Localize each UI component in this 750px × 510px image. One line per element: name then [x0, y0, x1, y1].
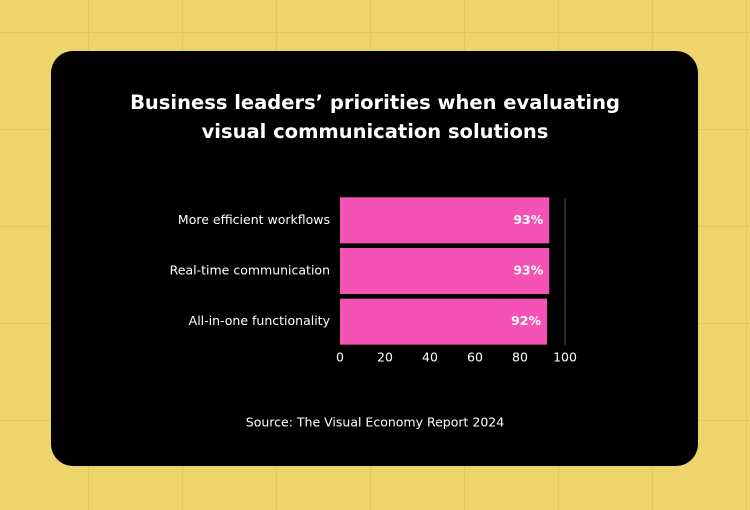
x-tick-label: 60: [467, 350, 483, 365]
value-label: 93%: [513, 263, 543, 278]
bar: [340, 197, 550, 244]
chart-title: Business leaders’ priorities when evalua…: [130, 91, 620, 143]
x-tick-label: 0: [336, 350, 344, 365]
value-label: 92%: [511, 313, 541, 328]
x-tick-label: 40: [422, 350, 438, 365]
value-label: 93%: [513, 212, 543, 227]
x-tick-label: 80: [512, 350, 528, 365]
x-tick-label: 20: [377, 350, 393, 365]
category-label: All-in-one functionality: [189, 313, 331, 328]
category-label: Real-time communication: [170, 263, 330, 278]
source: Source: The Visual Economy Report 2024: [246, 415, 504, 430]
bar: [340, 248, 550, 294]
category-label: More efficient workflows: [178, 212, 330, 227]
bar: [340, 298, 547, 345]
x-tick-label: 100: [553, 350, 577, 365]
